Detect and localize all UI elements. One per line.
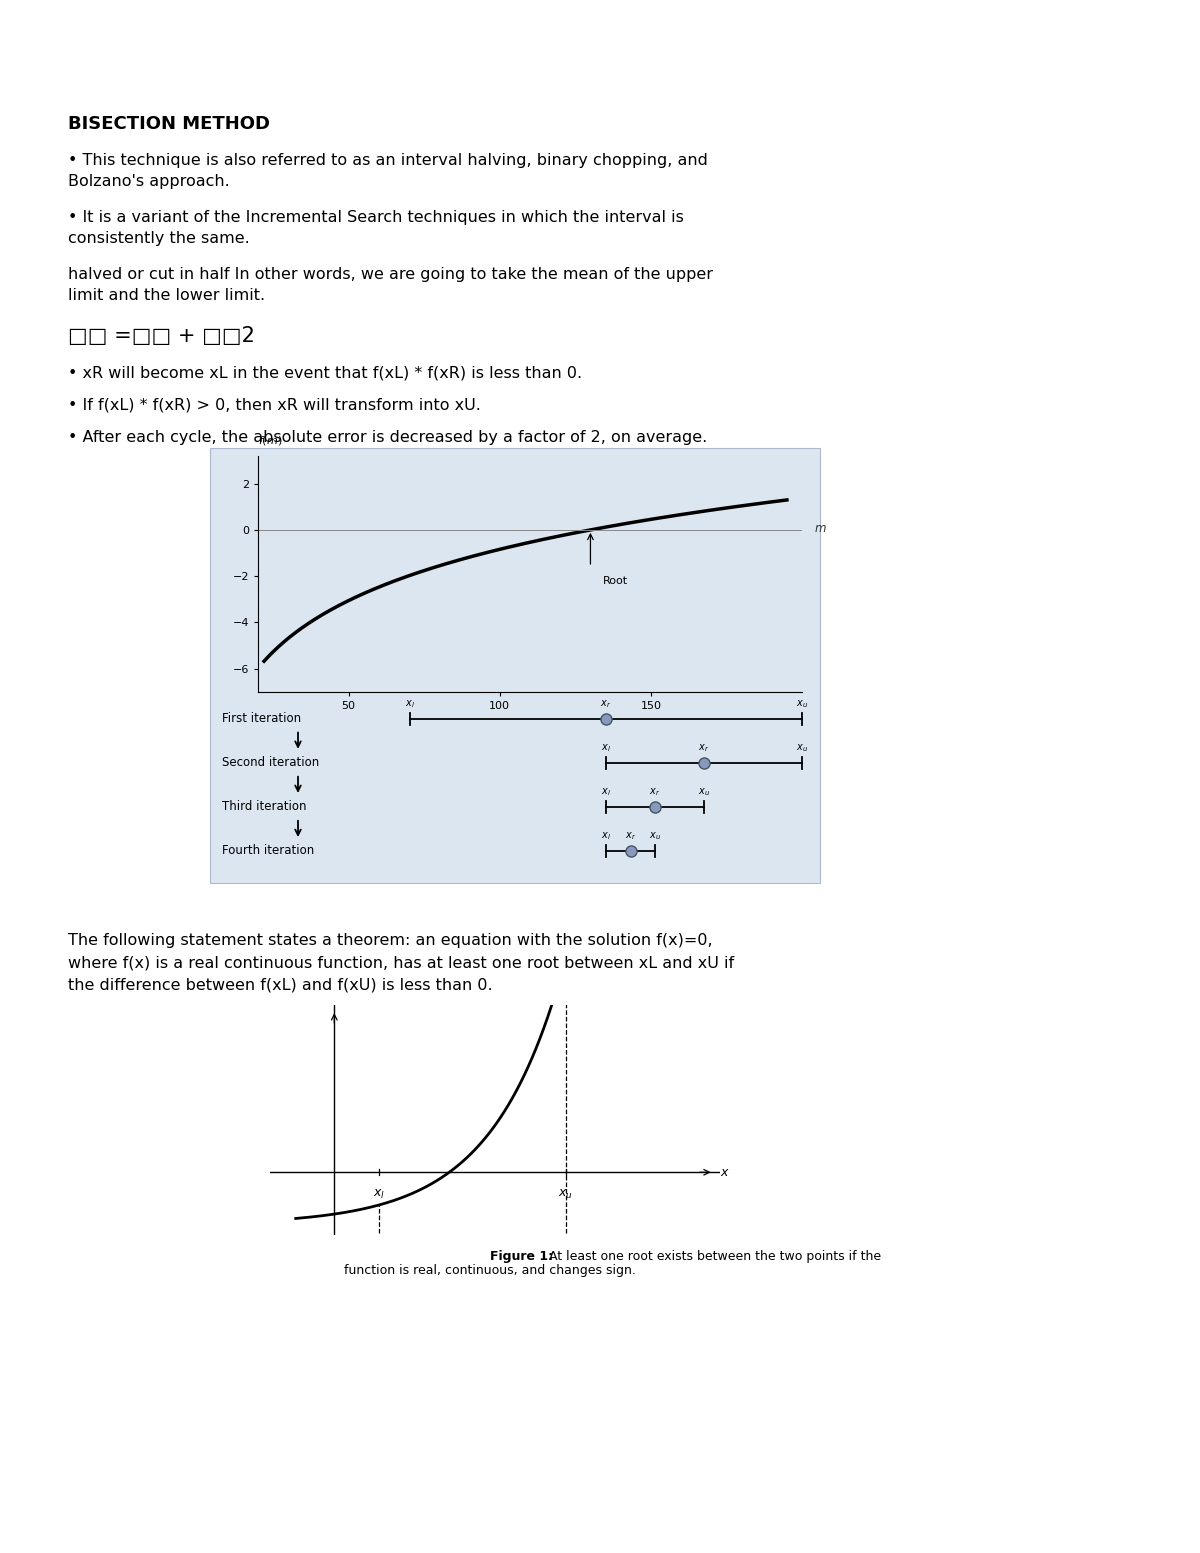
Text: Figure 1:: Figure 1: [490,1250,553,1263]
Text: Second iteration: Second iteration [222,756,319,769]
Text: • If f(xL) * f(xR) > 0, then xR will transform into xU.: • If f(xL) * f(xR) > 0, then xR will tra… [68,398,481,413]
Text: function is real, continuous, and changes sign.: function is real, continuous, and change… [344,1264,636,1277]
Text: • After each cycle, the absolute error is decreased by a factor of 2, on average: • After each cycle, the absolute error i… [68,430,707,446]
Text: halved or cut in half In other words, we are going to take the mean of the upper: halved or cut in half In other words, we… [68,267,713,283]
Text: $m$: $m$ [814,522,827,536]
Text: $x_u$: $x_u$ [649,831,661,842]
Text: Bolzano's approach.: Bolzano's approach. [68,174,229,189]
Text: At least one root exists between the two points if the: At least one root exists between the two… [545,1250,881,1263]
Text: $x_u$: $x_u$ [796,742,808,753]
Text: □□ =□□ + □□2: □□ =□□ + □□2 [68,326,254,346]
Text: $x_l$: $x_l$ [373,1188,385,1200]
Text: $x$: $x$ [720,1166,730,1179]
Text: $x_u$: $x_u$ [796,697,808,710]
Text: $x_r$: $x_r$ [649,786,660,798]
Text: The following statement states a theorem: an equation with the solution f(x)=0,: The following statement states a theorem… [68,933,713,947]
Text: $x_r$: $x_r$ [698,742,709,753]
Text: • It is a variant of the Incremental Search techniques in which the interval is: • It is a variant of the Incremental Sea… [68,210,684,225]
Text: • This technique is also referred to as an interval halving, binary chopping, an: • This technique is also referred to as … [68,154,708,168]
Text: consistently the same.: consistently the same. [68,231,250,245]
Bar [210,447,820,884]
Text: Root: Root [602,576,628,585]
Text: BISECTION METHOD: BISECTION METHOD [68,115,270,134]
Text: First iteration: First iteration [222,713,301,725]
Text: Fourth iteration: Fourth iteration [222,845,314,857]
Text: $x_u$: $x_u$ [558,1188,574,1200]
Text: limit and the lower limit.: limit and the lower limit. [68,287,265,303]
Text: $x_r$: $x_r$ [625,831,636,842]
Text: $f(m)$: $f(m)$ [258,433,282,447]
Text: where f(x) is a real continuous function, has at least one root between xL and x: where f(x) is a real continuous function… [68,955,734,971]
Text: $x_l$: $x_l$ [601,742,611,753]
Text: $x_l$: $x_l$ [406,697,415,710]
Text: Third iteration: Third iteration [222,800,306,814]
Text: $x_r$: $x_r$ [600,697,612,710]
Text: $x_l$: $x_l$ [601,831,611,842]
Text: the difference between f(xL) and f(xU) is less than 0.: the difference between f(xL) and f(xU) i… [68,977,493,992]
Text: • xR will become xL in the event that f(xL) * f(xR) is less than 0.: • xR will become xL in the event that f(… [68,367,582,380]
Text: $x_u$: $x_u$ [698,786,710,798]
Text: $x_l$: $x_l$ [601,786,611,798]
